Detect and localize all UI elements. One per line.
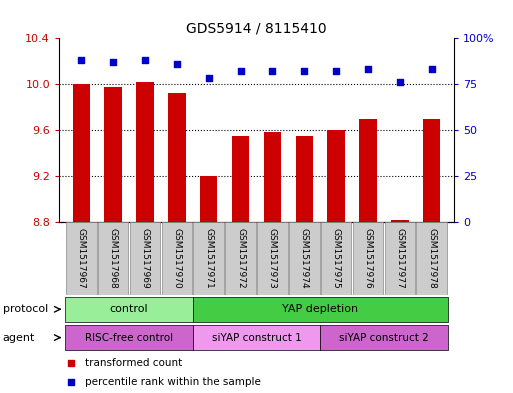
Bar bbox=[289, 222, 320, 295]
Bar bbox=[72, 84, 90, 222]
Text: siYAP construct 1: siYAP construct 1 bbox=[212, 332, 301, 343]
Bar bbox=[98, 222, 128, 295]
Text: GSM1517978: GSM1517978 bbox=[427, 228, 436, 289]
Point bbox=[77, 57, 85, 63]
Bar bbox=[65, 297, 193, 322]
Text: GSM1517977: GSM1517977 bbox=[396, 228, 404, 289]
Text: GSM1517976: GSM1517976 bbox=[364, 228, 372, 289]
Point bbox=[109, 59, 117, 65]
Text: control: control bbox=[110, 304, 148, 314]
Point bbox=[67, 378, 75, 385]
Bar bbox=[225, 222, 256, 295]
Point bbox=[268, 68, 277, 74]
Text: YAP depletion: YAP depletion bbox=[282, 304, 358, 314]
Text: transformed count: transformed count bbox=[85, 358, 182, 368]
Bar bbox=[264, 132, 281, 222]
Text: GSM1517974: GSM1517974 bbox=[300, 228, 309, 289]
Bar bbox=[168, 93, 186, 222]
Point bbox=[300, 68, 308, 74]
Bar bbox=[327, 130, 345, 222]
Bar bbox=[104, 87, 122, 222]
Bar bbox=[136, 82, 154, 222]
Bar bbox=[423, 119, 441, 222]
Bar bbox=[353, 222, 383, 295]
Bar bbox=[193, 222, 224, 295]
Point bbox=[236, 68, 245, 74]
Text: percentile rank within the sample: percentile rank within the sample bbox=[85, 377, 261, 387]
Text: GSM1517969: GSM1517969 bbox=[141, 228, 149, 289]
Point bbox=[141, 57, 149, 63]
Point bbox=[205, 75, 213, 81]
Bar bbox=[162, 222, 192, 295]
Point bbox=[396, 79, 404, 85]
Text: siYAP construct 2: siYAP construct 2 bbox=[339, 332, 429, 343]
Text: GSM1517967: GSM1517967 bbox=[77, 228, 86, 289]
Bar bbox=[130, 222, 160, 295]
Title: GDS5914 / 8115410: GDS5914 / 8115410 bbox=[186, 21, 327, 35]
Text: GSM1517972: GSM1517972 bbox=[236, 228, 245, 289]
Text: agent: agent bbox=[3, 332, 35, 343]
Text: protocol: protocol bbox=[3, 304, 48, 314]
Bar bbox=[200, 176, 218, 222]
Bar bbox=[295, 136, 313, 222]
Bar bbox=[417, 222, 447, 295]
Bar bbox=[321, 222, 351, 295]
Text: RISC-free control: RISC-free control bbox=[85, 332, 173, 343]
Bar bbox=[385, 222, 415, 295]
Point bbox=[364, 66, 372, 72]
Bar bbox=[359, 119, 377, 222]
Point bbox=[67, 360, 75, 366]
Bar bbox=[257, 222, 288, 295]
Bar bbox=[65, 325, 193, 350]
Bar bbox=[232, 136, 249, 222]
Text: GSM1517970: GSM1517970 bbox=[172, 228, 182, 289]
Text: GSM1517971: GSM1517971 bbox=[204, 228, 213, 289]
Point bbox=[428, 66, 436, 72]
Bar bbox=[66, 222, 96, 295]
Text: GSM1517975: GSM1517975 bbox=[331, 228, 341, 289]
Bar bbox=[193, 297, 448, 322]
Text: GSM1517968: GSM1517968 bbox=[109, 228, 117, 289]
Bar bbox=[320, 325, 448, 350]
Text: GSM1517973: GSM1517973 bbox=[268, 228, 277, 289]
Point bbox=[173, 61, 181, 67]
Point bbox=[332, 68, 340, 74]
Bar bbox=[391, 220, 409, 222]
Bar bbox=[193, 325, 320, 350]
